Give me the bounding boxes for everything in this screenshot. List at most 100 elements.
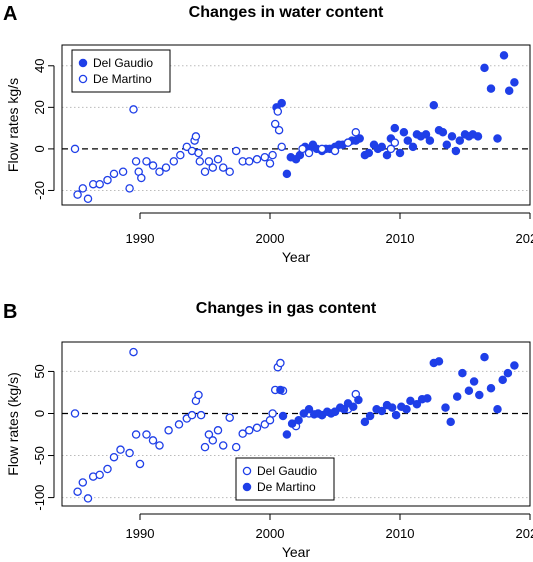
data-point [446,417,455,427]
data-point [402,405,411,414]
x-tick-label: 1990 [126,231,155,246]
data-point [282,430,292,439]
data-point [137,173,146,183]
data-point [382,150,392,160]
data-point [142,430,151,439]
data-point [109,169,119,179]
data-point [441,403,450,412]
x-axis-label: Year [282,249,311,265]
data-point [265,159,275,168]
data-point [83,194,93,204]
data-point [276,385,285,395]
data-point [447,132,457,141]
data-point [70,144,80,154]
x-tick-label: 2010 [386,231,415,246]
data-point [451,146,461,156]
data-point [276,358,285,368]
data-point [475,390,484,400]
legend-entry: De Martino [257,480,316,494]
data-point [455,136,465,145]
data-point [480,63,489,73]
plot-frame [61,44,531,206]
y-tick-label: -100 [32,485,47,511]
data-point [103,464,112,474]
chart-title: Changes in water content [189,4,384,21]
data-point [408,142,418,152]
x-tick-label: 2000 [256,231,285,246]
data-point [458,368,467,378]
data-point [429,101,439,110]
data-point [421,130,431,139]
data-point [423,394,432,403]
data-point [343,138,353,147]
data-point [377,142,387,152]
legend: Del Gaudio De Martino [71,49,171,93]
data-point [391,410,401,420]
data-point [95,179,104,189]
data-point [231,146,241,156]
data-point [504,86,514,95]
panel-letter: A [3,3,17,25]
y-tick-label: 0 [32,410,47,417]
data-point [330,146,340,156]
data-point [278,411,288,421]
data-point [425,136,435,145]
data-point [403,136,413,145]
data-point [499,51,509,60]
data-point [406,396,415,406]
y-axis-label: Flow rates (kg/s) [5,372,21,475]
data-point [386,144,396,154]
data-point [252,423,262,433]
data-point [195,157,205,166]
data-point [213,426,223,435]
data-point [142,157,151,166]
y-tick-label: 40 [32,59,47,73]
chart-title: Changes in gas content [196,300,377,317]
data-point [95,470,104,480]
data-point [412,399,422,409]
data-point [231,442,241,452]
data-point [348,402,358,412]
data-point [317,144,327,154]
data-point [164,426,173,435]
data-point [442,140,452,149]
data-point [244,426,254,435]
data-point [103,175,112,185]
legend-entry: Del Gaudio [93,56,153,70]
x-axis-label: Year [282,544,311,560]
data-point [118,167,128,177]
data-point [351,128,361,137]
legend-box [71,49,171,93]
data-point [116,445,125,454]
data-point [196,410,206,420]
data-point [194,148,203,158]
data-point [135,459,145,469]
data-point [204,430,214,439]
data-point [83,494,93,503]
data-point [148,436,158,445]
data-point [510,78,519,87]
data-point [200,442,210,452]
data-point [78,478,88,487]
data-point [365,411,375,421]
data-point [169,157,179,166]
data-point [364,148,374,158]
data-point [339,405,349,414]
data-point [225,167,234,177]
data-point [387,403,397,412]
data-point [395,148,405,158]
data-point [125,184,134,193]
legend: Del Gaudio De Martino [235,457,335,501]
legend-box [235,457,335,501]
data-point [510,361,519,370]
data-point [277,98,286,108]
data-point [191,132,201,141]
data-point [277,142,286,152]
x-tick-label: 2000 [256,526,285,541]
data-point [131,430,141,439]
data-point [360,417,370,427]
x-tick-label: 2010 [386,526,415,541]
y-tick-label: -50 [32,446,47,465]
legend-marker [78,58,88,68]
